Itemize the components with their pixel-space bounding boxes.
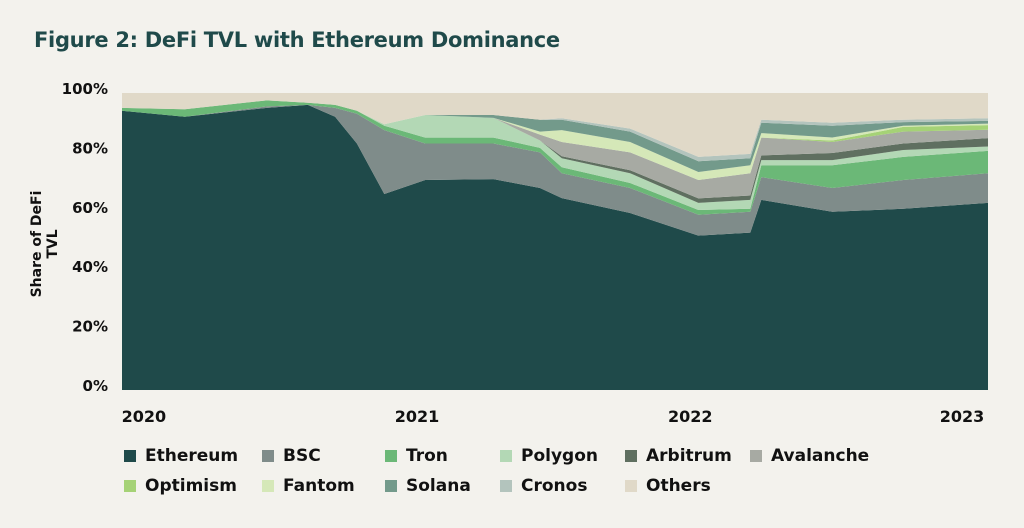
legend-item-solana: Solana [385, 476, 471, 496]
area-arbitrum [122, 100, 988, 203]
legend-label: Solana [406, 476, 471, 496]
legend-item-optimism: Optimism [124, 476, 237, 496]
legend-label: Polygon [521, 446, 598, 466]
legend-item-cronos: Cronos [500, 476, 587, 496]
legend-swatch [625, 450, 637, 462]
legend-label: Optimism [145, 476, 237, 496]
legend-label: Others [646, 476, 711, 496]
chart-title: Figure 2: DeFi TVL with Ethereum Dominan… [34, 28, 560, 52]
x-tick-label: 2020 [122, 407, 167, 426]
area-others [122, 93, 988, 157]
legend-item-polygon: Polygon [500, 446, 598, 466]
x-axis-ticks: 2020 2021 2022 2023 [122, 407, 985, 426]
area-avalanche [122, 100, 988, 199]
legend-item-fantom: Fantom [262, 476, 355, 496]
legend-label: Cronos [521, 476, 588, 496]
legend-swatch [385, 480, 397, 492]
x-tick-label: 2021 [395, 407, 440, 426]
area-optimism [122, 100, 988, 180]
legend-label: Fantom [283, 476, 355, 496]
legend-label: BSC [283, 446, 321, 466]
legend-label: Tron [406, 446, 448, 466]
y-tick-label: 0% [83, 377, 108, 395]
legend-label: Arbitrum [646, 446, 732, 466]
area-ethereum [122, 104, 988, 391]
y-tick-label: 40% [72, 258, 108, 276]
legend-swatch [262, 480, 274, 492]
legend-item-arbitrum: Arbitrum [625, 446, 732, 466]
x-tick-label: 2022 [668, 407, 713, 426]
legend-label: Ethereum [145, 446, 239, 466]
y-tick-label: 80% [72, 139, 108, 157]
legend-swatch [500, 450, 512, 462]
legend-swatch [500, 480, 512, 492]
area-tron [122, 100, 988, 215]
legend-swatch [124, 480, 136, 492]
area-polygon [122, 100, 988, 210]
legend-item-bsc: BSC [262, 446, 321, 466]
legend-item-ethereum: Ethereum [124, 446, 238, 466]
area-solana [122, 100, 988, 172]
y-axis-ticks: 0% 20% 40% 60% 80% 100% [62, 80, 108, 395]
legend-item-avalanche: Avalanche [750, 446, 869, 466]
legend-item-others: Others [625, 476, 711, 496]
legend-swatch [262, 450, 274, 462]
area-layers [122, 93, 988, 391]
legend-swatch [124, 450, 136, 462]
y-tick-label: 60% [72, 199, 108, 217]
area-bsc [122, 104, 988, 236]
legend-label: Avalanche [771, 446, 870, 466]
y-tick-label: 20% [72, 318, 108, 336]
legend-item-tron: Tron [385, 446, 448, 466]
x-tick-label: 2023 [940, 407, 985, 426]
legend-swatch [385, 450, 397, 462]
legend-swatch [750, 450, 762, 462]
legend-swatch [625, 480, 637, 492]
y-tick-label: 100% [62, 80, 108, 98]
